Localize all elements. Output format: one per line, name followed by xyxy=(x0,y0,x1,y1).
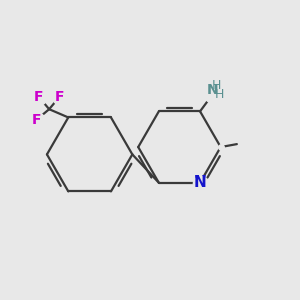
Text: F: F xyxy=(55,90,64,104)
Text: N: N xyxy=(194,175,206,190)
Text: N: N xyxy=(194,175,206,190)
Text: H: H xyxy=(215,88,224,101)
Text: F: F xyxy=(32,112,41,127)
Text: N: N xyxy=(207,83,218,97)
Text: H: H xyxy=(212,79,221,92)
Text: F: F xyxy=(34,90,43,104)
